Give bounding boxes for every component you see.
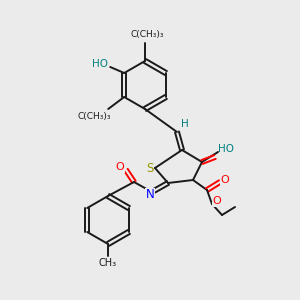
Text: HO: HO <box>218 144 234 154</box>
Text: CH₃: CH₃ <box>99 258 117 268</box>
Text: C(CH₃)₃: C(CH₃)₃ <box>77 112 111 122</box>
Text: O: O <box>220 175 230 185</box>
Text: HO: HO <box>92 59 108 69</box>
Text: O: O <box>116 162 124 172</box>
Text: S: S <box>146 163 154 176</box>
Text: O: O <box>213 196 221 206</box>
Text: N: N <box>146 188 154 202</box>
Text: C(CH₃)₃: C(CH₃)₃ <box>130 29 164 38</box>
Text: H: H <box>181 119 189 129</box>
